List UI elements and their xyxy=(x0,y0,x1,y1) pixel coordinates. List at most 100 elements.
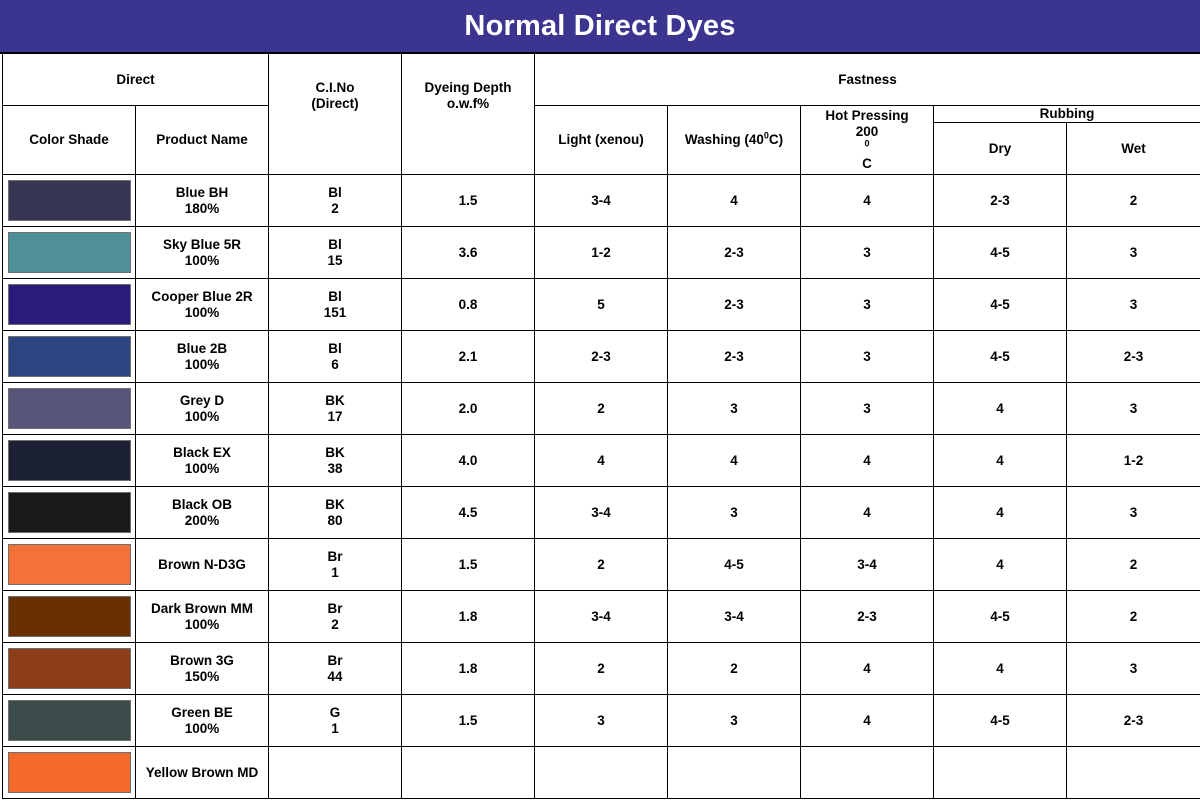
product-name-cell: Blue 2B 100% xyxy=(134,330,270,383)
ci-number: 17 xyxy=(327,408,343,424)
table-row: Brown 3G 150% Br 44 1.8 2 2 4 4 3 xyxy=(2,642,1200,695)
product-strength: 100% xyxy=(184,460,220,476)
wet-cell: 2 xyxy=(1066,590,1200,643)
light-cell: 3-4 xyxy=(534,590,669,643)
dry-cell: 4 xyxy=(933,434,1068,487)
color-swatch xyxy=(7,388,131,429)
product-name: Brown N-D3G xyxy=(158,556,246,572)
dry-cell: 4 xyxy=(933,382,1068,435)
product-strength: 100% xyxy=(184,304,220,320)
table-row: Green BE 100% G 1 1.5 3 3 4 4-5 2-3 xyxy=(2,694,1200,747)
hot-cell: 2-3 xyxy=(800,590,935,643)
wet-cell: 3 xyxy=(1066,486,1200,539)
depth-cell: 1.8 xyxy=(401,642,536,695)
dry-cell: 4-5 xyxy=(933,278,1068,331)
product-name: Cooper Blue 2R xyxy=(151,288,253,304)
depth-cell: 0.8 xyxy=(401,278,536,331)
table-row: Cooper Blue 2R 100% Bl 151 0.8 5 2-3 3 4-5 3 xyxy=(2,278,1200,331)
product-name-cell: Brown N-D3G xyxy=(134,538,270,591)
product-strength: 100% xyxy=(184,252,220,268)
wet-cell: 1-2 xyxy=(1066,434,1200,487)
light-cell xyxy=(534,746,669,799)
wet-cell: 2-3 xyxy=(1066,330,1200,383)
light-cell: 5 xyxy=(534,278,669,331)
product-name-cell: Dark Brown MM 100% xyxy=(134,590,270,643)
header-washing: Washing (400C) xyxy=(667,105,802,175)
ci-no-cell: Bl 15 xyxy=(268,226,403,279)
table-row: Black EX 100% BK 38 4.0 4 4 4 4 1-2 xyxy=(2,434,1200,487)
header-ci-no: C.I.No (Direct) xyxy=(268,53,403,175)
ci-number: 44 xyxy=(327,668,343,684)
header-dry: Dry xyxy=(933,122,1068,175)
product-name-cell: Black EX 100% xyxy=(134,434,270,487)
color-shade-cell xyxy=(2,590,136,643)
hot-cell: 3 xyxy=(800,226,935,279)
color-swatch xyxy=(7,284,131,325)
hot-cell: 4 xyxy=(800,434,935,487)
header-rubbing: Rubbing xyxy=(933,105,1200,123)
color-shade-cell xyxy=(2,746,136,799)
light-cell: 4 xyxy=(534,434,669,487)
color-swatch xyxy=(7,440,131,481)
light-cell: 2 xyxy=(534,642,669,695)
wet-cell xyxy=(1066,746,1200,799)
product-name-cell: Blue BH 180% xyxy=(134,174,270,227)
color-shade-cell xyxy=(2,226,136,279)
washing-cell: 4 xyxy=(667,434,802,487)
header-depth-line2: o.w.f% xyxy=(446,96,490,111)
ci-code: Bl xyxy=(328,236,342,252)
light-cell: 3-4 xyxy=(534,174,669,227)
hot-cell xyxy=(800,746,935,799)
table-row: Brown N-D3G Br 1 1.5 2 4-5 3-4 4 2 xyxy=(2,538,1200,591)
ci-number: 80 xyxy=(327,512,343,528)
ci-code: Br xyxy=(327,548,343,564)
hot-cell: 3 xyxy=(800,330,935,383)
product-name-cell: Yellow Brown MD xyxy=(134,746,270,799)
color-swatch xyxy=(7,544,131,585)
washing-cell: 4 xyxy=(667,174,802,227)
ci-code: BK xyxy=(325,496,345,512)
header-hot-pressing: Hot Pressing 200 0 C xyxy=(800,105,935,175)
color-shade-cell xyxy=(2,538,136,591)
washing-cell: 2 xyxy=(667,642,802,695)
ci-number: 2 xyxy=(331,616,339,632)
header-ci-no-line1: C.I.No xyxy=(315,80,355,95)
product-name: Black EX xyxy=(173,444,231,460)
light-cell: 1-2 xyxy=(534,226,669,279)
depth-cell: 1.5 xyxy=(401,694,536,747)
product-name-cell: Black OB 200% xyxy=(134,486,270,539)
ci-number: 38 xyxy=(327,460,343,476)
header-wet: Wet xyxy=(1066,122,1200,175)
product-name: Green BE xyxy=(171,704,233,720)
color-shade-cell xyxy=(2,434,136,487)
depth-cell: 4.5 xyxy=(401,486,536,539)
product-name: Black OB xyxy=(171,496,233,512)
depth-cell: 1.8 xyxy=(401,590,536,643)
hot-cell: 3-4 xyxy=(800,538,935,591)
header-depth-line1: Dyeing Depth xyxy=(424,80,512,95)
dry-cell: 2-3 xyxy=(933,174,1068,227)
hot-cell: 3 xyxy=(800,278,935,331)
dry-cell: 4-5 xyxy=(933,694,1068,747)
wet-cell: 3 xyxy=(1066,278,1200,331)
dry-cell: 4 xyxy=(933,486,1068,539)
ci-code: Bl xyxy=(328,288,342,304)
light-cell: 2-3 xyxy=(534,330,669,383)
product-name-cell: Brown 3G 150% xyxy=(134,642,270,695)
ci-code: BK xyxy=(325,392,345,408)
dry-cell: 4 xyxy=(933,642,1068,695)
color-swatch xyxy=(7,596,131,637)
header-color-shade: Color Shade xyxy=(2,105,136,175)
color-shade-cell xyxy=(2,694,136,747)
product-name: Blue BH xyxy=(175,184,229,200)
washing-cell: 3 xyxy=(667,382,802,435)
ci-no-cell: Bl 151 xyxy=(268,278,403,331)
ci-code: Bl xyxy=(328,184,342,200)
wet-cell: 3 xyxy=(1066,382,1200,435)
product-strength: 150% xyxy=(184,668,220,684)
product-strength: 100% xyxy=(184,616,220,632)
product-name-cell: Sky Blue 5R 100% xyxy=(134,226,270,279)
washing-cell xyxy=(667,746,802,799)
color-shade-cell xyxy=(2,642,136,695)
